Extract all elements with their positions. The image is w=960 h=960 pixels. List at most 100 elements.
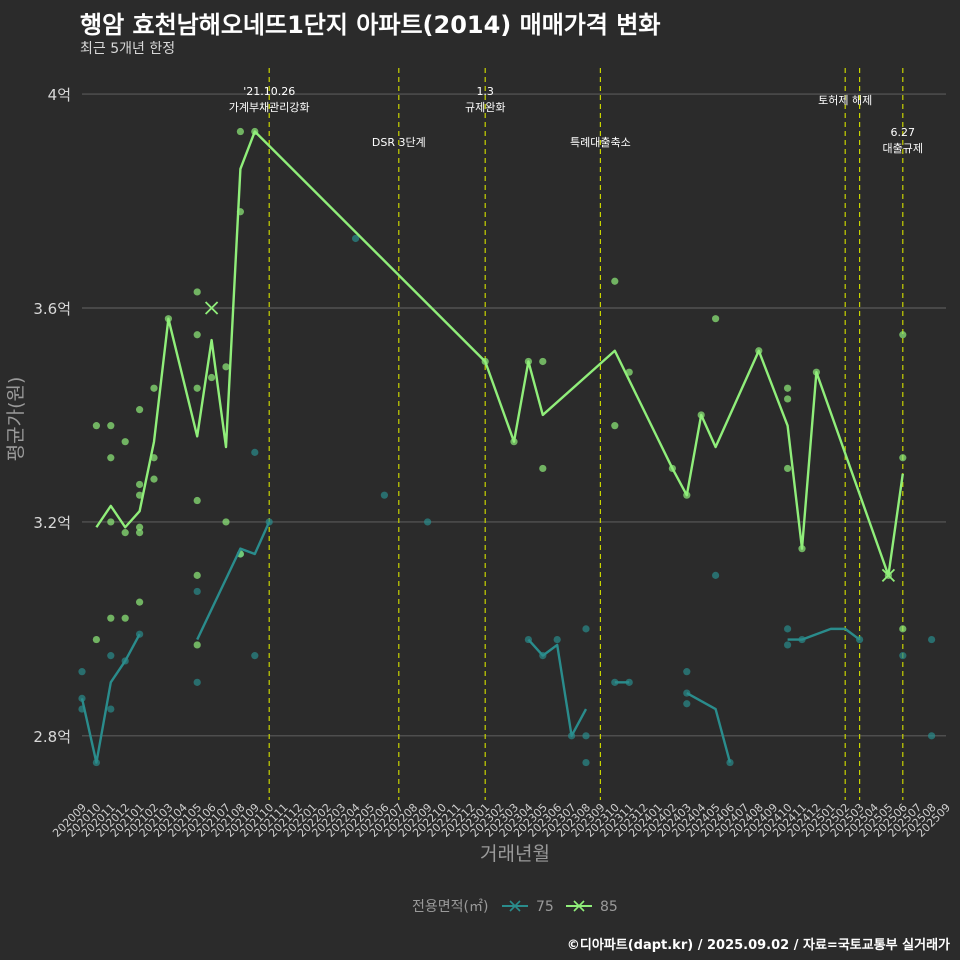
series-lines: [80, 130, 904, 764]
series-line-75: [787, 627, 861, 641]
event-label: 가계부채관리강화: [229, 101, 310, 114]
data-point-85: [899, 454, 907, 462]
data-point-85: [208, 373, 216, 382]
data-point-85: [193, 384, 201, 392]
data-point-75: [107, 652, 115, 660]
data-point-75: [712, 571, 720, 579]
data-point-85: [611, 422, 619, 430]
y-axis-label: 평균가(원): [5, 377, 27, 462]
data-point-85: [222, 363, 230, 371]
data-point-85: [136, 523, 144, 531]
data-point-85: [193, 288, 201, 296]
data-point-85: [150, 475, 158, 483]
event-label: 특례대출축소: [570, 136, 631, 149]
data-point-85: [136, 529, 144, 537]
data-point-85: [107, 422, 115, 430]
data-point-85: [899, 331, 907, 339]
data-point-85: [107, 518, 115, 526]
data-point-75: [553, 635, 561, 644]
data-point-75: [784, 625, 792, 633]
data-point-75: [625, 678, 633, 686]
data-point-85: [784, 464, 792, 473]
event-label: 대출규제: [883, 142, 923, 155]
data-point-85: [150, 384, 158, 392]
legend-title: 전용면적(㎡): [412, 899, 488, 915]
data-point-85: [92, 422, 100, 430]
data-point-75: [899, 652, 907, 660]
series-line-85: [95, 130, 904, 577]
data-point-75: [726, 758, 734, 767]
y-tick-label: 3.6억: [33, 300, 71, 318]
data-point-75: [928, 732, 936, 740]
data-point-85: [193, 641, 201, 649]
marker-x-85: [204, 301, 219, 315]
data-point-85: [107, 454, 115, 462]
data-point-75: [784, 641, 792, 649]
data-point-85: [539, 464, 547, 473]
legend-item-85: 85: [566, 899, 618, 915]
data-point-75: [251, 448, 259, 456]
data-point-75: [352, 234, 360, 243]
event-label: DSR 3단계: [372, 136, 426, 149]
legend-label-85: 85: [600, 899, 618, 915]
data-point-75: [683, 668, 691, 676]
series-line-75: [80, 633, 141, 764]
marker-x-85: [881, 568, 896, 583]
data-point-75: [582, 732, 590, 740]
data-point-85: [136, 598, 144, 606]
data-point-75: [78, 668, 86, 676]
data-point-85: [611, 277, 619, 285]
data-point-85: [136, 406, 144, 414]
data-point-75: [928, 635, 936, 644]
event-label: 토허제 해제: [818, 93, 872, 107]
data-point-85: [193, 496, 201, 505]
data-point-85: [107, 614, 115, 622]
data-point-85: [193, 571, 201, 579]
chart-subtitle: 최근 5개년 한정: [80, 41, 176, 57]
legend: 전용면적(㎡) 75 85: [412, 899, 618, 915]
data-point-85: [121, 438, 129, 446]
data-point-85: [899, 625, 907, 633]
data-point-85: [92, 635, 100, 644]
grid-lines: [82, 93, 946, 737]
data-point-75: [582, 625, 590, 633]
series-line-75: [527, 638, 588, 738]
data-point-75: [107, 705, 115, 713]
data-point-75: [193, 587, 201, 596]
data-point-85: [193, 331, 201, 339]
y-axis-ticks: 2.8억 3.2억 3.6억 4억: [33, 86, 71, 746]
data-point-75: [582, 758, 590, 767]
event-label: 6.27: [891, 126, 916, 139]
data-point-85: [236, 127, 244, 136]
data-point-75: [251, 652, 259, 660]
x-axis-ticks: 2020092020102020112020122021012021022021…: [50, 801, 953, 840]
data-point-85: [121, 614, 129, 622]
data-point-75: [683, 700, 691, 708]
event-label: '21.10.26: [243, 85, 295, 98]
data-point-75: [380, 491, 388, 499]
data-point-85: [712, 315, 720, 323]
data-point-75: [424, 518, 432, 526]
y-tick-label: 3.2억: [33, 514, 71, 532]
series-line-75: [686, 691, 732, 763]
legend-label-75: 75: [536, 899, 554, 915]
event-label: 규제완화: [465, 101, 505, 114]
legend-key-75-marker: [509, 900, 521, 912]
data-point-75: [193, 678, 201, 686]
data-point-85: [121, 529, 129, 537]
data-point-85: [784, 395, 792, 403]
y-tick-label: 2.8억: [33, 728, 71, 746]
highlight-markers: [204, 301, 896, 583]
data-points: [78, 127, 936, 767]
data-point-85: [136, 480, 144, 489]
data-point-85: [539, 357, 547, 366]
series-line-75: [196, 521, 271, 641]
y-tick-label: 4억: [48, 86, 71, 104]
data-point-85: [222, 518, 230, 526]
data-point-85: [784, 384, 792, 392]
source-caption: ©디아파트(dapt.kr) / 2025.09.02 / 자료=국토교통부 실…: [566, 938, 950, 953]
x-axis-label: 거래년월: [480, 843, 550, 865]
legend-item-75: 75: [502, 899, 554, 915]
